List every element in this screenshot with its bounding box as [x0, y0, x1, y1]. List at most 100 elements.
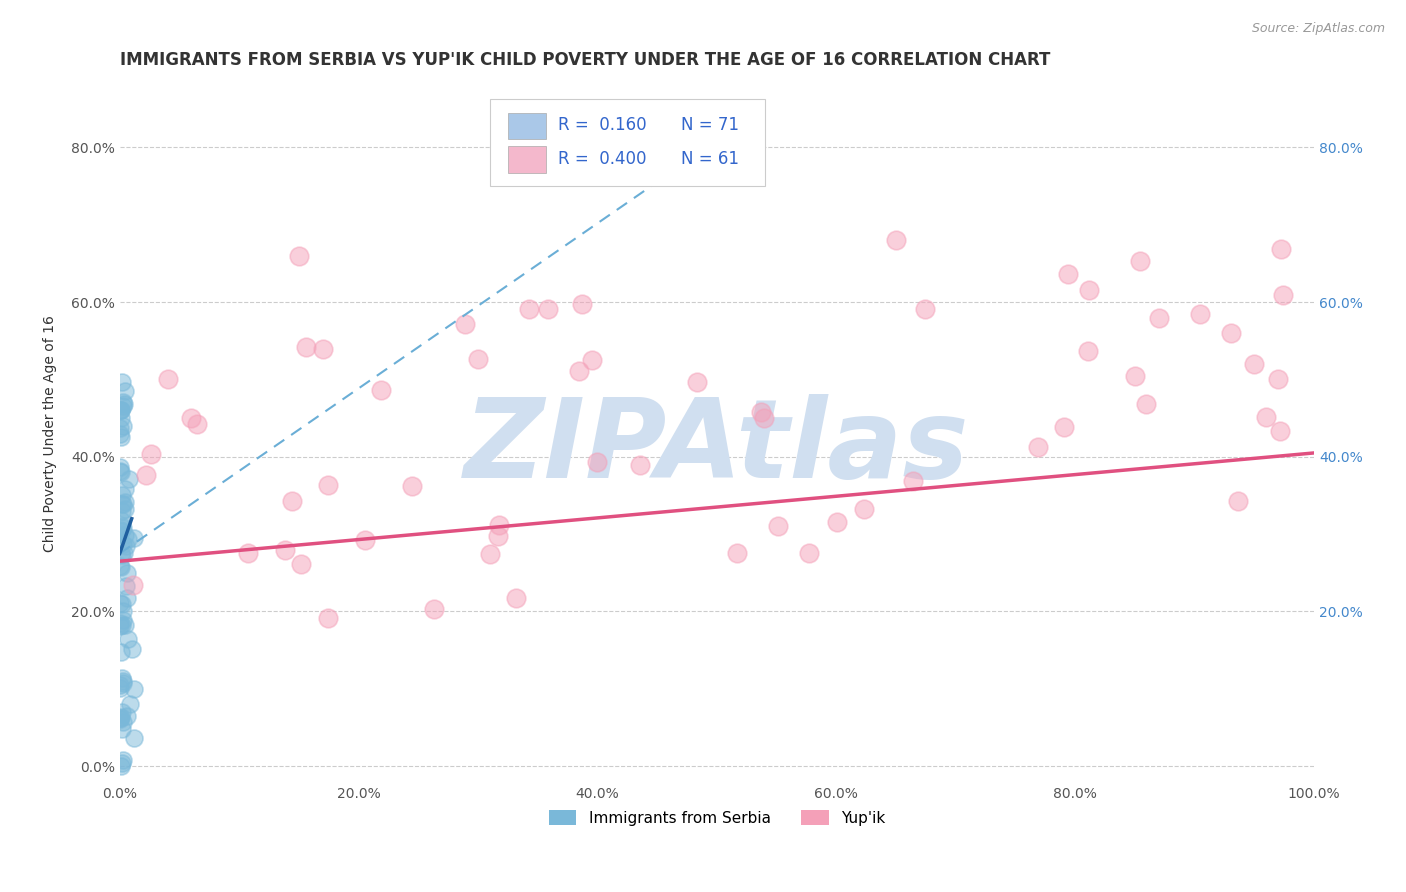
Yup'ik — [316, 611, 339, 625]
Yup'ik — [288, 249, 311, 263]
Immigrants from Serbia — [110, 618, 132, 632]
Immigrants from Serbia — [112, 521, 135, 535]
Yup'ik — [568, 364, 591, 378]
Yup'ik — [914, 301, 936, 316]
Yup'ik — [135, 468, 157, 483]
Yup'ik — [1267, 372, 1289, 386]
Immigrants from Serbia — [115, 579, 138, 593]
Yup'ik — [454, 317, 477, 331]
Yup'ik — [1077, 283, 1099, 297]
Yup'ik — [903, 474, 925, 488]
Yup'ik — [571, 297, 593, 311]
Legend: Immigrants from Serbia, Yup'ik: Immigrants from Serbia, Yup'ik — [541, 802, 893, 833]
Immigrants from Serbia — [112, 674, 135, 689]
Immigrants from Serbia — [112, 753, 135, 767]
Immigrants from Serbia — [110, 403, 132, 417]
Immigrants from Serbia — [110, 710, 132, 724]
Yup'ik — [180, 411, 202, 425]
Immigrants from Serbia — [114, 384, 136, 398]
Immigrants from Serbia — [110, 420, 132, 434]
Immigrants from Serbia — [117, 632, 139, 646]
Immigrants from Serbia — [121, 641, 143, 656]
Yup'ik — [825, 515, 848, 529]
Immigrants from Serbia — [122, 731, 145, 746]
Yup'ik — [1135, 397, 1157, 411]
Yup'ik — [312, 342, 335, 356]
Immigrants from Serbia — [115, 566, 138, 581]
Yup'ik — [1053, 420, 1076, 434]
Immigrants from Serbia — [110, 758, 132, 772]
Immigrants from Serbia — [108, 459, 131, 474]
Yup'ik — [1219, 326, 1241, 340]
Immigrants from Serbia — [110, 513, 132, 527]
Immigrants from Serbia — [112, 395, 135, 409]
Yup'ik — [630, 458, 652, 472]
Immigrants from Serbia — [110, 426, 132, 441]
Immigrants from Serbia — [108, 712, 131, 726]
Immigrants from Serbia — [112, 546, 135, 560]
Yup'ik — [517, 302, 540, 317]
Y-axis label: Child Poverty Under the Age of 16: Child Poverty Under the Age of 16 — [44, 315, 58, 552]
Immigrants from Serbia — [108, 678, 131, 692]
Immigrants from Serbia — [115, 709, 138, 723]
Immigrants from Serbia — [108, 403, 131, 417]
Yup'ik — [479, 547, 502, 561]
Immigrants from Serbia — [110, 430, 132, 444]
Immigrants from Serbia — [110, 488, 132, 502]
Immigrants from Serbia — [114, 495, 136, 509]
Immigrants from Serbia — [110, 596, 132, 610]
Bar — [508, 112, 546, 139]
Text: N = 71: N = 71 — [681, 116, 740, 134]
Yup'ik — [1270, 242, 1292, 256]
Bar — [508, 146, 546, 172]
Yup'ik — [423, 601, 446, 615]
Immigrants from Serbia — [120, 698, 142, 712]
Immigrants from Serbia — [112, 613, 135, 627]
Yup'ik — [1026, 440, 1049, 454]
Yup'ik — [749, 405, 772, 419]
Immigrants from Serbia — [111, 375, 134, 389]
Yup'ik — [581, 353, 603, 368]
Immigrants from Serbia — [111, 756, 134, 770]
Immigrants from Serbia — [122, 681, 145, 696]
Immigrants from Serbia — [114, 501, 136, 516]
Text: IMMIGRANTS FROM SERBIA VS YUP'IK CHILD POVERTY UNDER THE AGE OF 16 CORRELATION C: IMMIGRANTS FROM SERBIA VS YUP'IK CHILD P… — [120, 51, 1050, 69]
Yup'ik — [488, 518, 510, 533]
Immigrants from Serbia — [110, 411, 132, 425]
Yup'ik — [1077, 343, 1099, 358]
Immigrants from Serbia — [111, 497, 134, 511]
Immigrants from Serbia — [114, 527, 136, 541]
Text: Source: ZipAtlas.com: Source: ZipAtlas.com — [1251, 22, 1385, 36]
Immigrants from Serbia — [114, 482, 136, 496]
Immigrants from Serbia — [110, 403, 132, 417]
Yup'ik — [281, 494, 304, 508]
Text: R =  0.160: R = 0.160 — [558, 116, 647, 134]
Yup'ik — [1056, 267, 1078, 281]
Yup'ik — [1272, 288, 1295, 302]
Immigrants from Serbia — [108, 681, 131, 696]
Yup'ik — [467, 352, 489, 367]
Yup'ik — [1129, 254, 1152, 268]
Immigrants from Serbia — [111, 618, 134, 632]
Text: ZIPAtlas: ZIPAtlas — [464, 394, 970, 501]
Yup'ik — [122, 578, 145, 592]
Yup'ik — [290, 558, 312, 572]
Immigrants from Serbia — [111, 518, 134, 533]
Immigrants from Serbia — [111, 399, 134, 413]
Yup'ik — [766, 518, 789, 533]
Yup'ik — [401, 479, 423, 493]
Yup'ik — [537, 302, 560, 317]
Yup'ik — [186, 417, 208, 431]
Immigrants from Serbia — [111, 676, 134, 690]
Immigrants from Serbia — [111, 714, 134, 729]
Yup'ik — [686, 375, 709, 389]
Text: N = 61: N = 61 — [681, 150, 740, 168]
Yup'ik — [354, 533, 377, 547]
Yup'ik — [797, 546, 820, 560]
Immigrants from Serbia — [110, 524, 132, 538]
Yup'ik — [318, 478, 340, 492]
Yup'ik — [1243, 357, 1265, 371]
Immigrants from Serbia — [108, 616, 131, 631]
Yup'ik — [274, 542, 297, 557]
Immigrants from Serbia — [111, 604, 134, 618]
